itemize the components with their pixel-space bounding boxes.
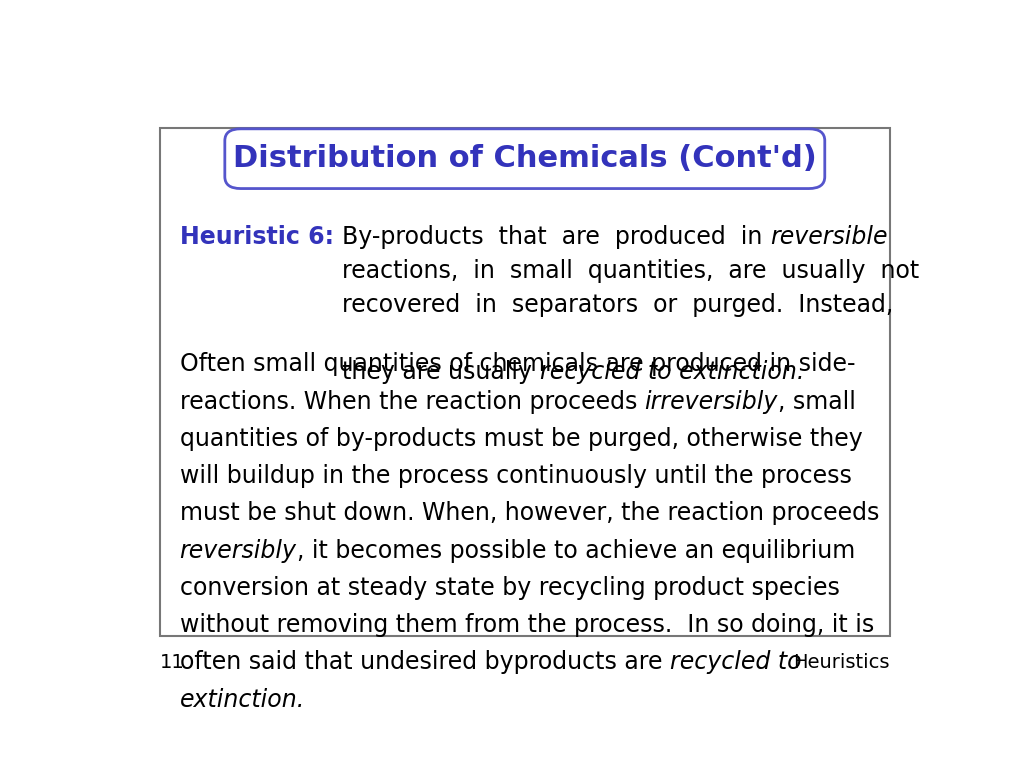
Text: they are usually: they are usually [342, 360, 540, 384]
Text: , small: , small [778, 389, 856, 414]
Text: recycled to: recycled to [670, 650, 801, 674]
Text: irreversibly: irreversibly [644, 389, 778, 414]
Text: Heuristics: Heuristics [794, 654, 890, 672]
Text: Distribution of Chemicals (Cont'd): Distribution of Chemicals (Cont'd) [232, 144, 817, 173]
Text: without removing them from the process.  In so doing, it is: without removing them from the process. … [179, 613, 873, 637]
Text: extinction.: extinction. [179, 687, 305, 712]
Text: reactions,  in  small  quantities,  are  usually  not: reactions, in small quantities, are usua… [342, 259, 920, 283]
Text: recycled to extinction.: recycled to extinction. [540, 360, 804, 384]
Text: reversibly: reversibly [179, 538, 297, 563]
Text: 11: 11 [160, 654, 184, 672]
Text: Often small quantities of chemicals are produced in side-: Often small quantities of chemicals are … [179, 353, 855, 376]
FancyBboxPatch shape [160, 127, 890, 636]
Text: recovered  in  separators  or  purged.  Instead,: recovered in separators or purged. Inste… [342, 293, 894, 316]
Text: conversion at steady state by recycling product species: conversion at steady state by recycling … [179, 576, 840, 600]
Text: , it becomes possible to achieve an equilibrium: , it becomes possible to achieve an equi… [297, 538, 855, 563]
Text: often said that undesired byproducts are: often said that undesired byproducts are [179, 650, 670, 674]
FancyBboxPatch shape [225, 129, 824, 189]
Text: will buildup in the process continuously until the process: will buildup in the process continuously… [179, 464, 852, 488]
Text: reversible: reversible [770, 225, 888, 249]
Text: Heuristic 6:: Heuristic 6: [179, 225, 334, 249]
Text: By-products  that  are  produced  in: By-products that are produced in [342, 225, 770, 249]
Text: quantities of by-products must be purged, otherwise they: quantities of by-products must be purged… [179, 427, 862, 451]
Text: reactions. When the reaction proceeds: reactions. When the reaction proceeds [179, 389, 644, 414]
Text: must be shut down. When, however, the reaction proceeds: must be shut down. When, however, the re… [179, 502, 879, 525]
